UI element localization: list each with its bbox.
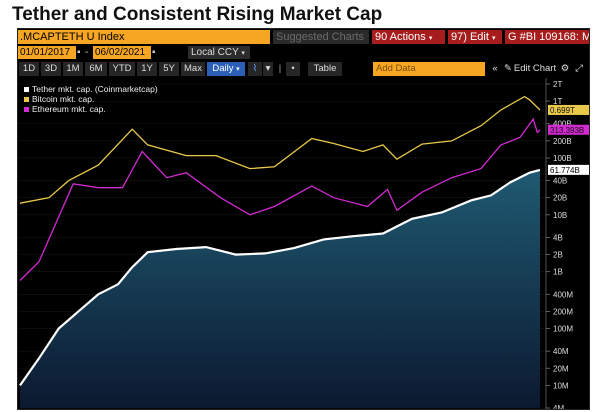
date-range-bar: 01/01/2017 ▪ - 06/02/2021 ▪ Local CCY ▾ [18,46,589,60]
legend-item-bitcoin: Bitcoin mkt. cap. [24,94,158,104]
y-tick-label: 200B [553,137,572,146]
y-tick-label: 4M [553,404,564,410]
suggested-charts-label: Suggested Charts [276,31,365,43]
y-tick-label: 20M [553,364,569,373]
y-tick-label: 100M [553,325,573,334]
line-chart-icon[interactable]: ⌇ [248,62,262,76]
y-tick-label: 40B [553,177,567,186]
more-icon[interactable]: • [286,62,300,76]
chart-svg: 2T 1T 400B 200B 100B 40B 20B 10B 4B 2B 1B 400M 200M 1… [18,78,589,410]
legend-item-tether: Tether mkt. cap. (Coinmarketcap) [24,84,158,94]
terminal-window: .MCAPTETH U Index Suggested Charts 90 Ac… [17,28,590,410]
series-line-tether [19,168,541,387]
actions-menu[interactable]: 90 Actions ▾ [372,30,445,44]
actions-label: 90 Actions [375,31,426,43]
last-value-label-bitcoin: 0.699T [550,106,575,115]
dropdown-arrow-icon: ▾ [236,66,240,73]
collapse-icon[interactable]: « [492,63,498,74]
separator-icon: | [278,63,282,74]
period-bar: 1D 3D 1M 6M YTD 1Y 5Y Max Daily ▾ ⌇ ▾ | … [18,62,589,77]
table-button[interactable]: Table [308,62,342,76]
frequency-label: Daily [212,63,234,74]
calendar-icon[interactable]: ▪ [152,47,156,58]
legend-label: Ethereum mkt. cap. [32,104,106,114]
y-tick-label: 10B [553,211,567,220]
currency-select[interactable]: Local CCY ▾ [188,46,250,59]
legend: Tether mkt. cap. (Coinmarketcap) Bitcoin… [24,84,158,114]
series-area-tether [20,169,540,408]
chart-area: 2T 1T 400B 200B 100B 40B 20B 10B 4B 2B 1B 400M 200M 1… [18,78,589,410]
frequency-select[interactable]: Daily ▾ [207,62,245,76]
y-tick-label: 40M [553,347,569,356]
expand-icon[interactable]: ⤢ [575,63,583,74]
legend-swatch [24,96,29,102]
y-tick-label: 400M [553,290,573,299]
ticker-field[interactable]: .MCAPTETH U Index [18,30,270,44]
dropdown-arrow-icon: ▾ [491,35,496,42]
dropdown-arrow-icon: ▾ [428,35,433,42]
add-data-field[interactable]: Add Data [373,62,485,76]
page-title: Tether and Consistent Rising Market Cap [12,4,383,25]
last-value-box-tether [548,164,589,175]
period-3d[interactable]: 3D [41,62,61,76]
suggested-charts-button[interactable]: Suggested Charts [273,30,369,44]
y-tick-label: 20B [553,194,567,203]
calendar-icon[interactable]: ▪ [77,47,81,58]
start-date-field[interactable]: 01/01/2017 [18,46,76,59]
y-tick-label: 4B [553,233,563,242]
edit-chart-button[interactable]: Edit Chart [513,63,557,74]
period-1y[interactable]: 1Y [137,62,157,76]
legend-swatch [24,86,29,92]
dropdown-arrow-icon: ▾ [241,50,245,57]
currency-label: Local CCY [191,47,239,58]
period-ytd[interactable]: YTD [109,62,135,76]
period-1m[interactable]: 1M [63,62,83,76]
edit-label: 97) Edit [451,31,489,43]
last-value-box-ethereum [548,124,589,135]
y-tick-label: 2T [553,80,562,89]
edit-menu[interactable]: 97) Edit ▾ [448,30,502,44]
dropdown-arrow-icon[interactable]: ▾ [263,62,273,76]
gear-icon[interactable]: ⚙ [560,63,570,74]
legend-label: Bitcoin mkt. cap. [32,94,95,104]
period-6m[interactable]: 6M [85,62,107,76]
y-axis: 2T 1T 400B 200B 100B 40B 20B 10B 4B 2B 1B 400M 200M 1… [545,78,589,410]
y-tick-label: 10M [553,381,569,390]
function-bar: .MCAPTETH U Index Suggested Charts 90 Ac… [18,29,589,45]
pencil-icon[interactable]: ✎ [504,63,512,74]
series-line-ethereum [19,117,541,281]
date-separator: - [85,47,89,58]
legend-label: Tether mkt. cap. (Coinmarketcap) [32,84,158,94]
y-tick-label: 100B [553,154,572,163]
last-value-label-tether: 61.774B [550,166,580,175]
y-tick-label: 1B [553,268,563,277]
legend-item-ethereum: Ethereum mkt. cap. [24,104,158,114]
series-line-bitcoin [19,95,541,204]
y-tick-label: 400B [553,120,572,129]
y-tick-label: 200M [553,307,573,316]
period-max[interactable]: Max [181,62,205,76]
period-1d[interactable]: 1D [19,62,39,76]
last-value-box-bitcoin [548,104,589,115]
period-5y[interactable]: 5Y [159,62,179,76]
y-tick-label: 1T [553,97,562,106]
chart-title-field[interactable]: G #BI 109168: Mkt Cap B... [505,30,589,44]
y-tick-label: 2B [553,251,563,260]
last-value-label-ethereum: 313.393B [550,126,584,135]
end-date-field[interactable]: 06/02/2021 [93,46,151,59]
legend-swatch [24,106,29,112]
series-group [19,95,541,408]
